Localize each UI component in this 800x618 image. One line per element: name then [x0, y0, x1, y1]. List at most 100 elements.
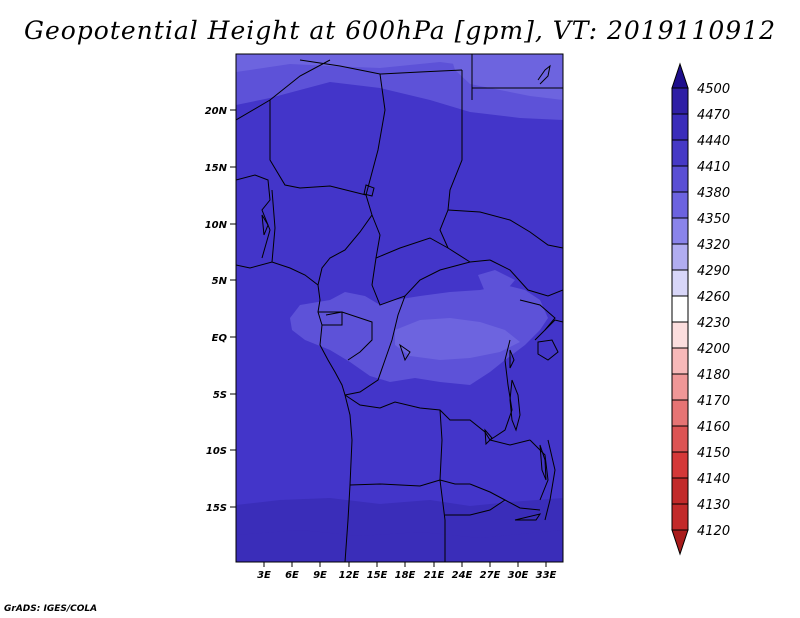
- colorbar-label: 4160: [697, 420, 730, 435]
- colorbar-segment: [671, 87, 689, 115]
- lat-label: 5N: [212, 276, 228, 287]
- border-angola-namibia: [349, 479, 441, 487]
- border-niger-chad: [365, 73, 386, 196]
- lat-label: 15N: [205, 163, 228, 174]
- country-borders: [236, 54, 563, 562]
- colorbar-label: 4320: [697, 238, 730, 253]
- border-cameroon-car: [371, 214, 491, 306]
- lon-label: 33E: [536, 570, 557, 581]
- colorbar-label: 4290: [697, 264, 730, 279]
- colorbar-segment: [671, 139, 689, 167]
- colorbar-segment: [671, 503, 689, 531]
- border-uganda: [519, 299, 556, 331]
- colorbar-label: 4230: [697, 316, 730, 331]
- colorbar-top-arrow: [671, 62, 689, 89]
- border-congo-drc: [344, 295, 406, 396]
- border-eqguinea: [318, 311, 343, 326]
- sinai-nile-detail: [537, 64, 551, 85]
- height-field: [236, 54, 563, 562]
- coastline-west-africa: [236, 261, 353, 562]
- colorbar-segment: [671, 425, 689, 453]
- colorbar-segment: [671, 165, 689, 193]
- colorbar-label: 4120: [697, 524, 730, 539]
- lake-malawi: [539, 444, 547, 481]
- colorbar-segment: [671, 321, 689, 349]
- colorbar-label: 4440: [697, 134, 730, 149]
- colorbar-label: 4410: [697, 160, 730, 175]
- lon-label: 15E: [367, 570, 388, 581]
- border-tanzania-kenya: [534, 319, 563, 341]
- colorbar-segment: [671, 191, 689, 219]
- colorbar-segment: [671, 113, 689, 141]
- lat-label: 15S: [206, 503, 227, 514]
- lake-chad: [363, 184, 375, 197]
- lat-label: 10N: [205, 220, 228, 231]
- lon-label: 27E: [480, 570, 501, 581]
- colorbar: 4500 4470 4440 4410 4380 4350 4320 4290 …: [671, 62, 730, 556]
- lon-label: 3E: [257, 570, 271, 581]
- border-sudan-ssudan: [447, 209, 563, 249]
- colorbar-label: 4350: [697, 212, 730, 227]
- colorbar-segment: [671, 399, 689, 427]
- lake-victoria: [537, 339, 559, 361]
- lat-axis: 20N 15N 10N 5N EQ 5S 10S 15S: [205, 106, 236, 514]
- lake-mweru: [484, 428, 493, 446]
- lake-tanganyika: [509, 379, 521, 432]
- border-drc-angola: [344, 394, 491, 441]
- colorbar-segment: [671, 451, 689, 479]
- map-title: Geopotential Height at 600hPa [gpm], VT:…: [23, 16, 777, 45]
- border-malawi: [529, 439, 549, 501]
- colorbar-label: 4130: [697, 498, 730, 513]
- colorbar-label: 4470: [697, 108, 730, 123]
- border-burkina-ghana: [236, 174, 271, 259]
- lake-kariba: [514, 513, 542, 521]
- colorbar-segment: [671, 269, 689, 297]
- field-east-patch: [478, 270, 515, 292]
- lon-label: 21E: [424, 570, 445, 581]
- border-mozambique: [544, 439, 556, 521]
- border-chad-car: [375, 237, 471, 263]
- lat-label: 10S: [206, 446, 227, 457]
- border-benin-nigeria: [271, 189, 276, 263]
- lat-label: 20N: [205, 106, 228, 117]
- lon-label: 24E: [452, 570, 473, 581]
- lat-label: 5S: [213, 390, 227, 401]
- colorbar-label: 4500: [697, 82, 730, 97]
- border-algeria-mali: [236, 59, 331, 121]
- lon-label: 9E: [313, 570, 327, 581]
- congo-river-lakes: [399, 343, 411, 362]
- lon-label: 12E: [339, 570, 360, 581]
- border-chad-sudan: [439, 70, 463, 249]
- colorbar-label: 4170: [697, 394, 730, 409]
- colorbar-segment: [671, 373, 689, 401]
- colorbar-label: 4200: [697, 342, 730, 357]
- border-botswana-zimbabwe: [445, 499, 506, 516]
- border-mali-niger: [269, 100, 367, 196]
- field-equatorial-core: [395, 318, 520, 360]
- colorbar-segment: [671, 347, 689, 375]
- border-namibia-botswana: [439, 479, 446, 562]
- lake-volta: [261, 214, 269, 236]
- border-zambia-tanzania: [489, 439, 531, 446]
- lat-label: EQ: [212, 333, 228, 344]
- colorbar-segment: [671, 477, 689, 505]
- colorbar-segment: [671, 243, 689, 271]
- lake-kivu: [509, 349, 515, 369]
- colorbar-label: 4150: [697, 446, 730, 461]
- colorbar-bottom-arrow: [671, 529, 689, 556]
- grads-credit: GrADS: IGES/COLA: [4, 604, 98, 614]
- colorbar-label: 4260: [697, 290, 730, 305]
- colorbar-label: 4180: [697, 368, 730, 383]
- colorbar-label: 4380: [697, 186, 730, 201]
- lon-label: 18E: [395, 570, 416, 581]
- field-south-band-dark: [236, 530, 563, 562]
- colorbar-segment: [671, 217, 689, 245]
- colorbar-segment: [671, 295, 689, 323]
- plot-frame: [235, 53, 564, 563]
- lon-label: 6E: [285, 570, 299, 581]
- lon-label: 30E: [508, 570, 529, 581]
- lon-axis: 3E 6E 9E 12E 15E 18E 21E 24E 27E 30E 33E: [257, 562, 557, 581]
- border-ssudan-drc: [489, 259, 563, 297]
- colorbar-label: 4140: [697, 472, 730, 487]
